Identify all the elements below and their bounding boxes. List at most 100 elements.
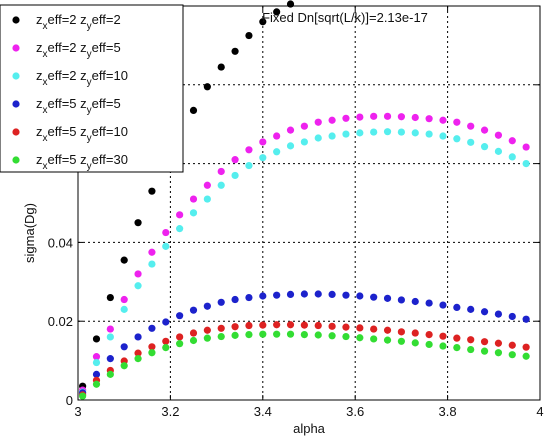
data-point bbox=[467, 345, 475, 354]
data-point bbox=[189, 306, 198, 314]
legend-marker bbox=[12, 72, 20, 80]
data-point bbox=[425, 330, 433, 339]
data-point bbox=[314, 331, 322, 339]
series-6 bbox=[79, 330, 530, 400]
data-point bbox=[425, 130, 433, 138]
data-point bbox=[522, 315, 530, 323]
data-point bbox=[92, 380, 101, 388]
data-point bbox=[494, 147, 503, 155]
data-point bbox=[148, 187, 156, 195]
data-point bbox=[397, 113, 405, 121]
x-tick-label: 3.8 bbox=[439, 404, 457, 419]
data-point bbox=[176, 211, 184, 219]
data-point bbox=[106, 293, 114, 302]
data-point bbox=[217, 324, 225, 332]
x-axis-label: alpha bbox=[293, 421, 326, 436]
data-point bbox=[328, 322, 336, 330]
data-point bbox=[494, 339, 503, 347]
data-point bbox=[383, 336, 392, 344]
data-point bbox=[92, 358, 101, 367]
data-point bbox=[314, 321, 322, 330]
data-point bbox=[231, 323, 239, 331]
data-point bbox=[245, 321, 253, 330]
data-point bbox=[162, 242, 170, 250]
legend-label: zxeff=5 zyeff=30 bbox=[36, 152, 128, 172]
data-point bbox=[203, 326, 211, 334]
data-point bbox=[439, 132, 447, 140]
data-point bbox=[148, 324, 156, 332]
data-point bbox=[120, 343, 128, 351]
grid-lines bbox=[78, 6, 540, 400]
data-point bbox=[148, 260, 156, 268]
data-point bbox=[397, 337, 405, 345]
plot-area-frame bbox=[77, 5, 541, 401]
data-point bbox=[494, 131, 503, 139]
data-point bbox=[203, 302, 211, 310]
data-point bbox=[286, 0, 295, 8]
data-point bbox=[508, 341, 516, 349]
data-point bbox=[189, 336, 198, 345]
data-point bbox=[467, 138, 475, 146]
data-point bbox=[259, 330, 267, 338]
data-point bbox=[522, 143, 530, 151]
legend-label: zxeff=5 zyeff=5 bbox=[36, 96, 121, 116]
data-point bbox=[106, 370, 114, 378]
x-tick-label: 3.6 bbox=[346, 404, 364, 419]
data-point bbox=[411, 339, 419, 347]
data-point bbox=[453, 334, 461, 342]
data-point bbox=[162, 337, 170, 345]
data-point bbox=[383, 112, 392, 120]
data-point bbox=[467, 305, 475, 313]
data-point bbox=[203, 83, 211, 91]
data-point bbox=[134, 270, 142, 278]
data-point bbox=[300, 321, 308, 329]
data-point bbox=[286, 321, 295, 329]
data-point bbox=[259, 18, 267, 26]
data-point bbox=[453, 343, 461, 352]
data-point bbox=[314, 134, 322, 142]
legend-box bbox=[0, 4, 184, 173]
data-point bbox=[480, 126, 489, 134]
data-point bbox=[425, 115, 433, 123]
data-point bbox=[439, 116, 447, 124]
legend: zxeff=2 zyeff=2 zxeff=2 zyeff=5 zxeff=2 zy… bbox=[0, 4, 184, 173]
data-point bbox=[92, 335, 101, 343]
data-point bbox=[453, 135, 461, 143]
data-point bbox=[106, 325, 114, 333]
data-point bbox=[508, 351, 516, 359]
data-point bbox=[411, 129, 419, 137]
data-point bbox=[120, 256, 128, 264]
data-point bbox=[273, 330, 281, 338]
data-point bbox=[370, 325, 378, 333]
data-point bbox=[134, 349, 142, 357]
data-point bbox=[467, 336, 475, 344]
data-point bbox=[189, 195, 198, 203]
data-point bbox=[92, 370, 101, 378]
data-point bbox=[300, 138, 308, 146]
data-point bbox=[356, 113, 364, 121]
data-point bbox=[162, 318, 170, 326]
legend-label: zxeff=5 zyeff=10 bbox=[36, 124, 128, 144]
data-point bbox=[148, 349, 156, 357]
x-tick-label: 3 bbox=[74, 404, 81, 419]
y-tick-label: 0 bbox=[66, 393, 73, 408]
y-axis-label: sigma(Dg) bbox=[22, 203, 37, 263]
series-5 bbox=[79, 321, 530, 399]
data-point bbox=[106, 333, 114, 341]
data-point bbox=[217, 298, 225, 306]
data-point bbox=[106, 355, 114, 363]
data-point bbox=[120, 362, 128, 370]
x-tick-label: 3.2 bbox=[161, 404, 179, 419]
y-tick-label: 0.02 bbox=[48, 314, 73, 329]
data-point bbox=[259, 292, 267, 300]
data-point bbox=[245, 31, 253, 40]
data-point bbox=[522, 343, 530, 351]
data-point bbox=[480, 347, 489, 355]
data-point bbox=[300, 122, 308, 130]
data-point bbox=[356, 334, 364, 342]
series-2 bbox=[79, 112, 530, 394]
series-4 bbox=[79, 290, 530, 397]
data-point bbox=[356, 292, 364, 300]
